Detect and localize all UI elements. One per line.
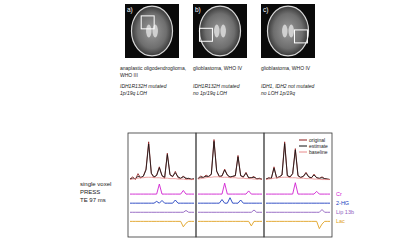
spectrum-line	[198, 198, 262, 203]
genetics-text: IDH1, IDH2 not mutated	[261, 83, 315, 89]
spectrum-line	[266, 142, 330, 180]
spectrum-line	[266, 221, 330, 228]
mri-brain	[267, 6, 308, 56]
diagnosis-text: glioblastoma, WHO IV	[193, 65, 243, 71]
panel-label: c)	[263, 6, 268, 14]
spectrum-line	[198, 141, 262, 179]
component-label: Lip 13b	[336, 209, 354, 215]
mri-brain	[199, 6, 240, 56]
spectrum-line	[198, 210, 262, 212]
figure: a) anaplastic oligodendroglioma,WHO III ID…	[0, 0, 400, 240]
spectrum-line	[198, 183, 262, 194]
spectrum-line	[266, 210, 330, 213]
mri-ventricle	[289, 25, 294, 38]
diagnosis-text: WHO III	[120, 72, 138, 78]
genetics-text: IDH1R132H mutated	[120, 83, 167, 89]
panel-label: a)	[127, 6, 133, 14]
plot-area	[266, 142, 330, 229]
figure-canvas: a) anaplastic oligodendroglioma,WHO III ID…	[0, 0, 400, 240]
spectrum-line	[198, 177, 262, 179]
legend-swatch	[299, 140, 307, 141]
spectrum-chart	[128, 133, 196, 237]
genetics-text: 1p/19q LOH	[120, 90, 147, 96]
spectrum-line	[130, 142, 194, 180]
spectrum-chart: originalestimatebaseline Cr 2-HG Lip 13b Lac	[264, 133, 354, 237]
spectrum-line	[130, 200, 194, 203]
diagnosis-text: anaplastic oligodendroglioma,	[120, 65, 186, 71]
mri-ventricle	[221, 25, 226, 38]
acquisition-label: single voxel	[80, 181, 111, 187]
voxel-roi	[294, 30, 307, 43]
acquisition-label: PRESS	[80, 189, 100, 195]
panel-frame	[128, 133, 196, 237]
mri-ventricle	[153, 25, 158, 38]
spectrum-line	[130, 177, 194, 179]
mri-ventricle	[282, 25, 287, 38]
spectrum-line	[266, 203, 330, 204]
voxel-roi	[141, 16, 154, 29]
component-label: Cr	[336, 191, 342, 197]
mri-ventricle	[146, 25, 151, 38]
spectrum-line	[130, 221, 194, 226]
spectrum-line	[266, 144, 330, 180]
voxel-roi	[199, 28, 212, 41]
spectrum-line	[130, 210, 194, 212]
panel-frame	[264, 133, 332, 237]
image-panel: b) glioblastoma, WHO IV IDH1R132H mutatedn…	[193, 4, 247, 96]
plot-area	[198, 140, 262, 226]
legend: originalestimatebaseline	[299, 137, 328, 155]
genetics-text: no 1p/19q LOH	[193, 90, 227, 96]
image-panel: a) anaplastic oligodendroglioma,WHO III ID…	[120, 4, 186, 96]
mri-background	[193, 4, 247, 58]
legend-swatch	[299, 152, 307, 153]
mri-ventricle	[214, 25, 219, 38]
component-label: 2-HG	[336, 200, 349, 206]
legend-label: baseline	[309, 149, 328, 155]
spectrum-line	[130, 184, 194, 194]
component-label: Lac	[336, 218, 345, 224]
diagnosis-text: glioblastoma, WHO IV	[261, 65, 311, 71]
panel-label: b)	[195, 6, 201, 14]
genetics-text: IDH1R132H mutated	[193, 83, 240, 89]
spectrum-line	[198, 140, 262, 180]
panel-frame	[196, 133, 264, 237]
mri-background	[261, 4, 315, 58]
legend-swatch	[299, 146, 307, 147]
image-panel: c) glioblastoma, WHO IV IDH1, IDH2 not mut…	[261, 4, 315, 96]
spectrum-line	[266, 177, 330, 179]
mri-brain	[131, 6, 172, 56]
acquisition-label: TE 97 ms	[80, 197, 106, 203]
mri-background	[125, 4, 179, 58]
spectrum-line	[198, 221, 262, 226]
spectrum-line	[266, 183, 330, 194]
spectrum-line	[130, 144, 194, 179]
plot-area	[130, 142, 194, 227]
spectrum-chart	[196, 133, 264, 237]
genetics-text: no LOH 1p/19q	[261, 90, 295, 96]
